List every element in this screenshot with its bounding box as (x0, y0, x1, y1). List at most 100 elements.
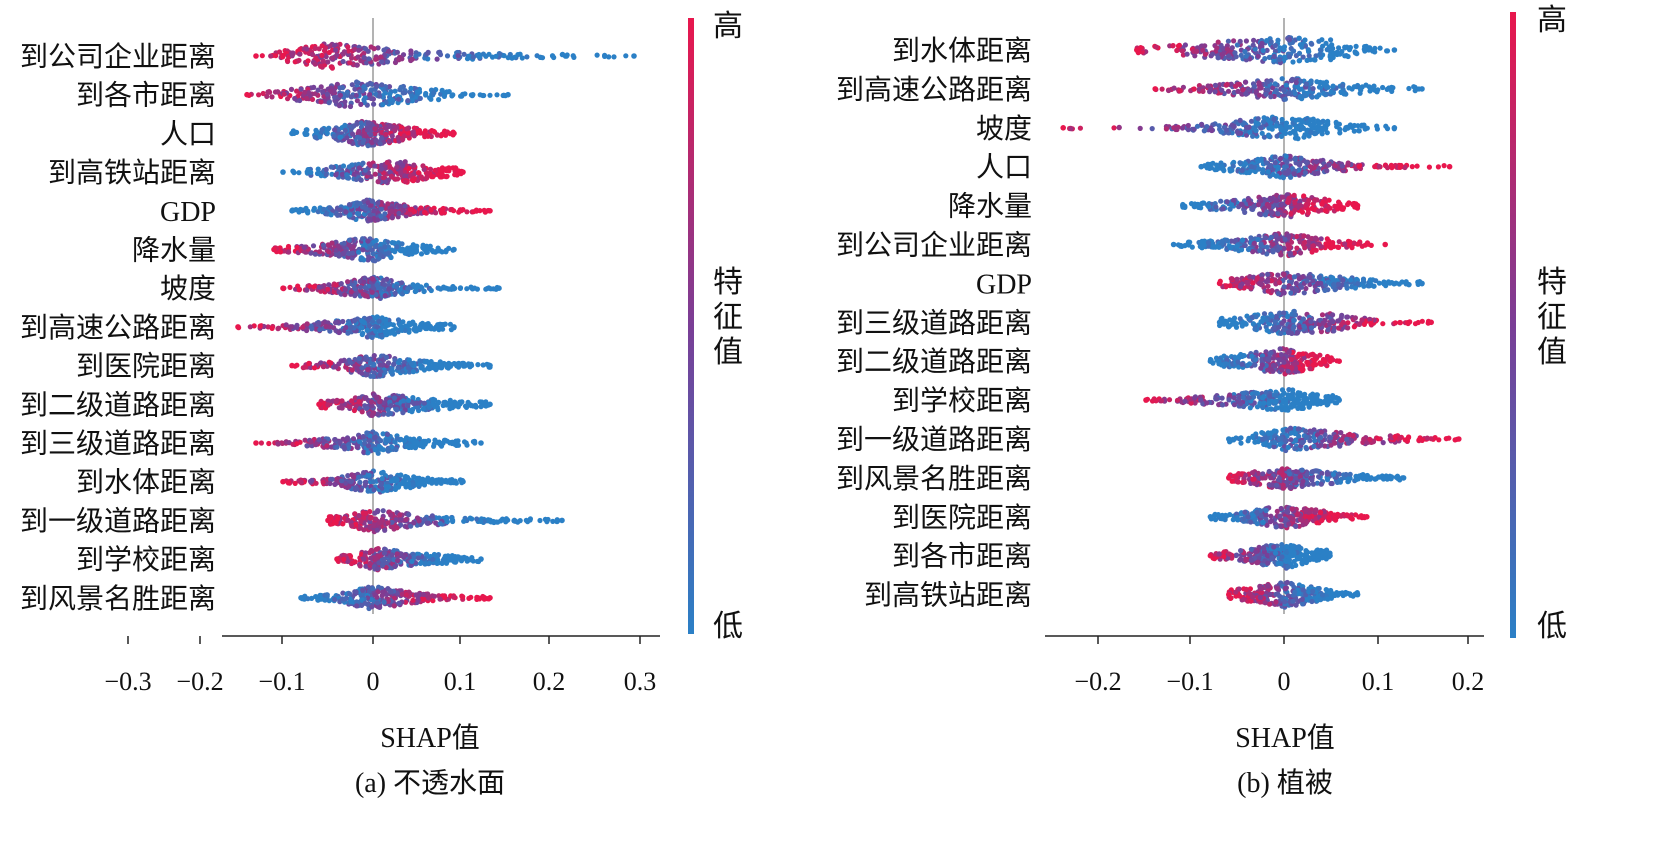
shap-point (1296, 35, 1302, 41)
shap-point (356, 439, 363, 445)
shap-point (477, 208, 483, 214)
shap-point (331, 133, 337, 139)
shap-point (1060, 125, 1066, 131)
shap-point (1259, 130, 1265, 136)
shap-point (1281, 44, 1288, 50)
shap-point (303, 205, 309, 211)
shap-point (1265, 169, 1271, 175)
shap-point (1230, 163, 1236, 169)
colorbar-title-char: 征 (713, 301, 743, 334)
shap-point (408, 48, 414, 54)
shap-point (365, 450, 371, 456)
shap-point (1330, 83, 1336, 89)
shap-point (304, 287, 310, 293)
shap-point (287, 284, 293, 290)
shap-point (342, 127, 348, 133)
shap-point (450, 480, 456, 486)
shap-point (396, 57, 402, 63)
shap-point (266, 440, 272, 447)
shap-point (1194, 48, 1200, 55)
shap-point (394, 124, 400, 130)
shap-point (1297, 93, 1303, 100)
shap-point (298, 479, 304, 485)
shap-point (342, 99, 348, 105)
shap-point (1340, 83, 1346, 89)
shap-point (631, 53, 637, 59)
shap-point (333, 364, 339, 370)
shap-point (427, 95, 433, 101)
shap-point (461, 518, 467, 524)
feature-label: 人口 (160, 119, 216, 150)
shap-point (319, 52, 325, 59)
shap-point (305, 596, 311, 602)
shap-point (394, 525, 400, 531)
shap-point (332, 437, 338, 443)
shap-point (410, 406, 416, 413)
shap-point (408, 360, 415, 366)
shap-point (381, 175, 387, 181)
shap-point (439, 209, 445, 215)
shap-point (316, 437, 322, 443)
shap-point (554, 517, 560, 523)
shap-point (1248, 164, 1254, 170)
shap-point (399, 280, 405, 286)
shap-point (412, 322, 418, 328)
shap-point (377, 520, 383, 526)
shap-point (1409, 164, 1415, 170)
shap-point (379, 135, 385, 142)
x-tick-label: 0.1 (444, 667, 477, 696)
shap-point (341, 240, 347, 246)
shap-point (309, 51, 316, 58)
shap-point (400, 52, 407, 58)
shap-point (339, 482, 345, 489)
shap-point (372, 258, 378, 264)
shap-point (359, 602, 365, 609)
shap-point (1283, 122, 1289, 128)
shap-point (316, 284, 322, 290)
shap-point (410, 369, 416, 375)
shap-point (348, 598, 354, 604)
shap-point (318, 99, 324, 105)
shap-point (498, 518, 504, 524)
shap-point (354, 365, 360, 371)
shap-point (406, 165, 412, 171)
shap-point (1257, 85, 1263, 91)
shap-point (503, 516, 509, 522)
shap-point (437, 596, 443, 602)
shap-point (545, 516, 551, 523)
shap-point (338, 207, 344, 213)
shap-point (1374, 89, 1380, 95)
feature-label: 到高铁站距离 (48, 157, 216, 189)
shap-point (343, 209, 349, 215)
shap-point (382, 282, 388, 288)
shap-point (361, 279, 367, 285)
shap-point (371, 208, 377, 214)
shap-point (410, 178, 416, 184)
shap-point (380, 508, 386, 514)
shap-point (414, 248, 420, 255)
shap-point (611, 54, 617, 60)
shap-point (377, 141, 383, 147)
shap-point (377, 404, 383, 410)
shap-point (360, 330, 366, 336)
shap-point (415, 555, 421, 561)
shap-point (358, 177, 364, 183)
shap-point (512, 518, 518, 524)
shap-point (451, 286, 457, 292)
shap-point (311, 84, 317, 90)
shap-point (353, 92, 359, 98)
shap-point (401, 437, 407, 444)
shap-point (623, 53, 629, 59)
shap-point (367, 216, 373, 222)
shap-point (395, 176, 401, 182)
shap-point (1270, 171, 1276, 177)
shap-point (424, 170, 430, 176)
shap-point (1219, 87, 1225, 93)
shap-point (258, 440, 264, 446)
shap-point (416, 518, 422, 524)
shap-point (1174, 126, 1180, 133)
shap-point (1272, 42, 1278, 49)
shap-point (315, 597, 321, 603)
shap-point (401, 247, 408, 253)
shap-point (439, 87, 445, 93)
